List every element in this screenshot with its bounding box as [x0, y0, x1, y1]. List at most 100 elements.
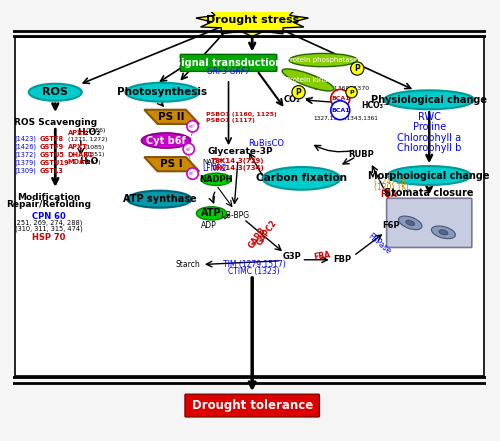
Text: GSTF8: GSTF8 — [39, 136, 64, 142]
Text: Protein kinase: Protein kinase — [286, 77, 336, 83]
Ellipse shape — [432, 226, 456, 239]
Text: GRF3 GRF7: GRF3 GRF7 — [207, 67, 250, 76]
Text: G3P: G3P — [282, 252, 302, 262]
Ellipse shape — [29, 84, 82, 101]
Text: GAPB: GAPB — [246, 226, 268, 250]
Text: Photosynthesis: Photosynthesis — [117, 87, 208, 97]
Circle shape — [187, 168, 198, 179]
Text: (1309): (1309) — [14, 168, 36, 174]
Ellipse shape — [406, 220, 415, 226]
Ellipse shape — [388, 166, 471, 185]
Text: e⁻: e⁻ — [185, 146, 192, 152]
Text: Cyt b6f: Cyt b6f — [146, 135, 186, 146]
Text: (120) TKL: (120) TKL — [374, 183, 411, 192]
Ellipse shape — [142, 133, 190, 148]
Text: (310, 311, 315, 474): (310, 311, 315, 474) — [15, 225, 82, 232]
Text: GSTU5: GSTU5 — [39, 152, 64, 158]
Text: Starch: Starch — [176, 260, 200, 269]
Text: 1,3-BPG: 1,3-BPG — [219, 211, 250, 220]
Text: BCA1: BCA1 — [331, 96, 349, 101]
Text: NADPH: NADPH — [200, 175, 233, 184]
Circle shape — [183, 143, 194, 155]
Text: (1379): (1379) — [14, 160, 36, 166]
Text: e⁻: e⁻ — [189, 124, 196, 129]
Text: Proline: Proline — [412, 122, 446, 132]
Text: GSTF9: GSTF9 — [39, 144, 64, 149]
Circle shape — [331, 90, 349, 108]
Text: PSBO1 (1160, 1125): PSBO1 (1160, 1125) — [206, 112, 276, 116]
Text: APX1: APX1 — [68, 130, 87, 136]
Text: Chlorophyll a: Chlorophyll a — [397, 133, 462, 143]
Text: (251, 269, 274, 288): (251, 269, 274, 288) — [14, 220, 83, 226]
Text: APXT: APXT — [68, 144, 87, 150]
Text: Drought tolerance: Drought tolerance — [192, 399, 313, 412]
FancyBboxPatch shape — [14, 37, 484, 376]
Text: PSBO1 (1117): PSBO1 (1117) — [206, 118, 254, 123]
FancyBboxPatch shape — [180, 54, 277, 71]
Text: (1372): (1372) — [14, 151, 36, 158]
Ellipse shape — [126, 83, 199, 102]
Text: PS II: PS II — [158, 112, 185, 122]
Text: Drought stress: Drought stress — [206, 15, 299, 25]
Text: ROS: ROS — [42, 87, 68, 97]
Text: ATP synthase: ATP synthase — [122, 194, 196, 204]
Text: Carbon fixation: Carbon fixation — [256, 173, 347, 183]
Text: T8K14.3(734): T8K14.3(734) — [211, 165, 265, 171]
Text: H₂O₂: H₂O₂ — [76, 128, 100, 138]
Ellipse shape — [201, 173, 232, 186]
Text: GSTL3: GSTL3 — [39, 168, 63, 174]
Ellipse shape — [282, 69, 334, 91]
Text: (124) TKL: (124) TKL — [374, 177, 411, 186]
Circle shape — [331, 101, 349, 120]
Text: Protein phosphatases: Protein phosphatases — [286, 57, 360, 63]
Text: P: P — [296, 88, 302, 97]
Text: TIM (1279,1517): TIM (1279,1517) — [222, 260, 286, 269]
Text: HCO₃⁻: HCO₃⁻ — [361, 101, 387, 110]
Text: FBA: FBA — [380, 190, 397, 199]
Text: Physiological change: Physiological change — [371, 95, 487, 105]
Text: Signal transduction: Signal transduction — [174, 58, 282, 68]
Text: (1271, 1272): (1271, 1272) — [68, 137, 107, 142]
Text: MDAR: MDAR — [68, 159, 90, 165]
Text: BCA1: BCA1 — [331, 108, 349, 113]
Text: PS I: PS I — [160, 159, 183, 169]
Text: (1351): (1351) — [84, 152, 105, 157]
Text: ROS Scavenging: ROS Scavenging — [14, 118, 97, 127]
Text: RUBP: RUBP — [348, 150, 374, 159]
Ellipse shape — [196, 207, 226, 220]
Text: RWC: RWC — [418, 112, 440, 122]
Text: F6P: F6P — [382, 221, 400, 230]
FancyBboxPatch shape — [386, 198, 472, 247]
Polygon shape — [144, 110, 199, 124]
Text: CTIMC (1323): CTIMC (1323) — [228, 267, 280, 276]
Text: NADP⁺: NADP⁺ — [202, 159, 225, 165]
Circle shape — [187, 121, 198, 132]
Text: (1085): (1085) — [84, 145, 105, 149]
Circle shape — [292, 86, 305, 99]
Text: FBA: FBA — [313, 250, 332, 262]
Text: Chlorophyll b: Chlorophyll b — [397, 143, 462, 153]
Text: (1423): (1423) — [14, 135, 36, 142]
Text: 1328, 1360, 1370: 1328, 1360, 1370 — [314, 86, 369, 91]
Text: FBP: FBP — [333, 255, 351, 264]
Text: ATP: ATP — [201, 209, 222, 218]
Text: (1426): (1426) — [14, 143, 36, 150]
Text: FBPase: FBPase — [366, 232, 392, 256]
Text: Glycerate-3P: Glycerate-3P — [207, 147, 272, 157]
Text: (1286): (1286) — [86, 127, 106, 133]
Text: P: P — [350, 90, 354, 95]
Polygon shape — [196, 5, 308, 36]
Text: P: P — [354, 64, 360, 73]
Text: GSTU19: GSTU19 — [39, 160, 69, 166]
Circle shape — [346, 86, 358, 98]
Text: CO₂: CO₂ — [284, 95, 300, 105]
Text: H₂O: H₂O — [78, 157, 98, 166]
Text: Repair/Refolding: Repair/Refolding — [6, 200, 91, 209]
Ellipse shape — [384, 90, 474, 109]
Text: GAPC2: GAPC2 — [254, 219, 278, 248]
Text: ADP: ADP — [201, 221, 216, 230]
Text: T8K14.3(729): T8K14.3(729) — [211, 158, 264, 164]
Text: RuBisCO: RuBisCO — [248, 139, 284, 148]
Polygon shape — [144, 157, 199, 171]
Ellipse shape — [262, 167, 340, 190]
